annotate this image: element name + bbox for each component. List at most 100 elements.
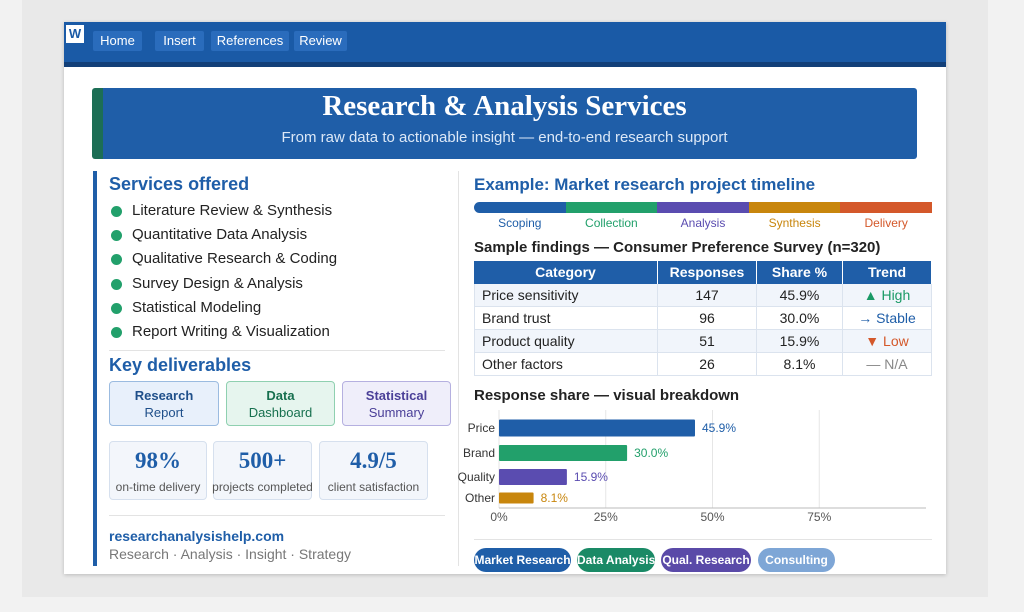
table-cell: 26	[658, 353, 757, 376]
deliverable-card	[109, 381, 219, 426]
service-item: Statistical Modeling	[132, 298, 262, 316]
stat-label: projects completed	[212, 480, 313, 494]
value-label: 45.9%	[702, 421, 736, 435]
value-label: 8.1%	[541, 491, 569, 505]
timeline-segment	[657, 202, 749, 213]
tag[interactable]: Qual. Research	[661, 548, 751, 572]
timeline-label: Delivery	[864, 216, 908, 230]
service-item: Qualitative Research & Coding	[132, 250, 338, 268]
deliverables-heading: Key deliverables	[109, 355, 252, 375]
divider	[109, 515, 445, 516]
card-title: Data	[266, 388, 295, 403]
logo: W	[66, 25, 84, 43]
bullet	[111, 327, 122, 338]
toolbar-tab[interactable]: Review	[294, 31, 347, 51]
stat-label: client satisfaction	[327, 480, 420, 494]
timeline-segment	[748, 202, 841, 213]
y-tick-label: Price	[468, 421, 496, 435]
timeline-segment	[565, 202, 658, 213]
bullet	[111, 302, 122, 314]
table-cell: 51	[658, 330, 757, 353]
table-cell: 8.1%	[757, 353, 843, 376]
footer-site: researchanalysishelp.com	[109, 528, 285, 544]
divider	[109, 350, 445, 351]
tag[interactable]: Consulting	[758, 548, 835, 572]
timeline-segment	[474, 202, 566, 213]
stat-value: 98%	[135, 448, 181, 473]
table-cell: Product quality	[474, 330, 658, 353]
service-item: Literature Review & Synthesis	[132, 202, 333, 219]
bar	[499, 492, 534, 504]
y-tick-label: Brand	[463, 446, 495, 460]
card-title: Research	[134, 388, 194, 403]
left-accent	[93, 171, 97, 566]
timeline-segment	[840, 202, 932, 213]
table-header: Responses	[658, 261, 757, 284]
x-tick-label: 0%	[490, 510, 508, 524]
table-cell: Brand trust	[474, 307, 658, 330]
timeline-label: Synthesis	[768, 216, 821, 230]
timeline-label: Analysis	[680, 216, 726, 230]
column-divider	[458, 171, 459, 566]
tag[interactable]: Market Research	[474, 548, 571, 572]
toolbar-tab[interactable]: References	[211, 31, 289, 51]
table-header: Trend	[843, 261, 932, 284]
stat-value: 500+	[238, 448, 287, 473]
toolbar-tab[interactable]: Insert	[155, 31, 204, 51]
toolbar-tab[interactable]: Home	[93, 31, 142, 51]
card-subtitle: Report	[144, 405, 184, 420]
table-cell: ▼ Low	[843, 330, 932, 353]
x-tick-label: 50%	[700, 510, 724, 524]
toolbar-rule	[64, 62, 946, 67]
stat-label: on-time delivery	[115, 480, 201, 494]
service-item: Quantitative Data Analysis	[132, 226, 308, 244]
x-tick-label: 75%	[807, 510, 831, 524]
table-cell: 45.9%	[757, 284, 843, 307]
table-cell: 96	[658, 307, 757, 330]
bar	[499, 445, 628, 461]
services-heading: Services offered	[109, 174, 250, 194]
card-title: Statistical	[365, 388, 428, 403]
table-cell: 15.9%	[757, 330, 843, 353]
table-cell: 147	[658, 284, 757, 307]
table-cell: ▲ High	[843, 284, 932, 307]
banner-subtitle: From raw data to actionable insight — en…	[281, 129, 728, 146]
bar	[499, 469, 567, 485]
table-cell: 30.0%	[757, 307, 843, 330]
banner-title: Research & Analysis Services	[322, 90, 687, 122]
deliverable-card	[226, 381, 335, 426]
card-subtitle: Summary	[368, 405, 425, 420]
bullet	[111, 206, 122, 217]
footer-tagline: Research · Analysis · Insight · Strategy	[109, 546, 351, 562]
table-cell: Price sensitivity	[474, 284, 658, 307]
divider	[474, 539, 932, 540]
table-header: Category	[474, 261, 658, 284]
timeline-label: Collection	[585, 216, 638, 230]
x-tick-label: 25%	[594, 510, 618, 524]
card-subtitle: Dashboard	[248, 405, 313, 420]
table-cell: — N/A	[843, 353, 932, 376]
stat-box	[319, 441, 428, 500]
chart: 0% 25% 50% 75% Price 45.9% Brand 30.0% Quality 15…	[458, 410, 926, 524]
tag[interactable]: Data Analysis	[577, 548, 655, 572]
banner	[92, 88, 917, 159]
value-label: 15.9%	[574, 470, 608, 484]
service-item: Survey Design & Analysis	[132, 274, 303, 292]
stat-box	[109, 441, 207, 500]
table-cell: Other factors	[474, 353, 658, 376]
timeline-label: Scoping	[498, 216, 542, 230]
stat-box	[213, 441, 312, 500]
bullet	[111, 254, 122, 266]
y-tick-label: Quality	[458, 470, 495, 484]
bullet	[111, 230, 122, 242]
deliverable-card	[342, 381, 451, 426]
y-tick-label: Other	[465, 491, 495, 505]
service-item: Report Writing & Visualization	[132, 323, 330, 340]
stat-value: 4.9/5	[350, 448, 397, 473]
bar	[499, 419, 695, 437]
chart-title: Response share — visual breakdown	[474, 387, 740, 404]
table-header: Share %	[757, 261, 843, 284]
table-cell: → Stable	[843, 307, 932, 330]
timeline-heading: Example: Market research project timelin…	[474, 175, 816, 194]
